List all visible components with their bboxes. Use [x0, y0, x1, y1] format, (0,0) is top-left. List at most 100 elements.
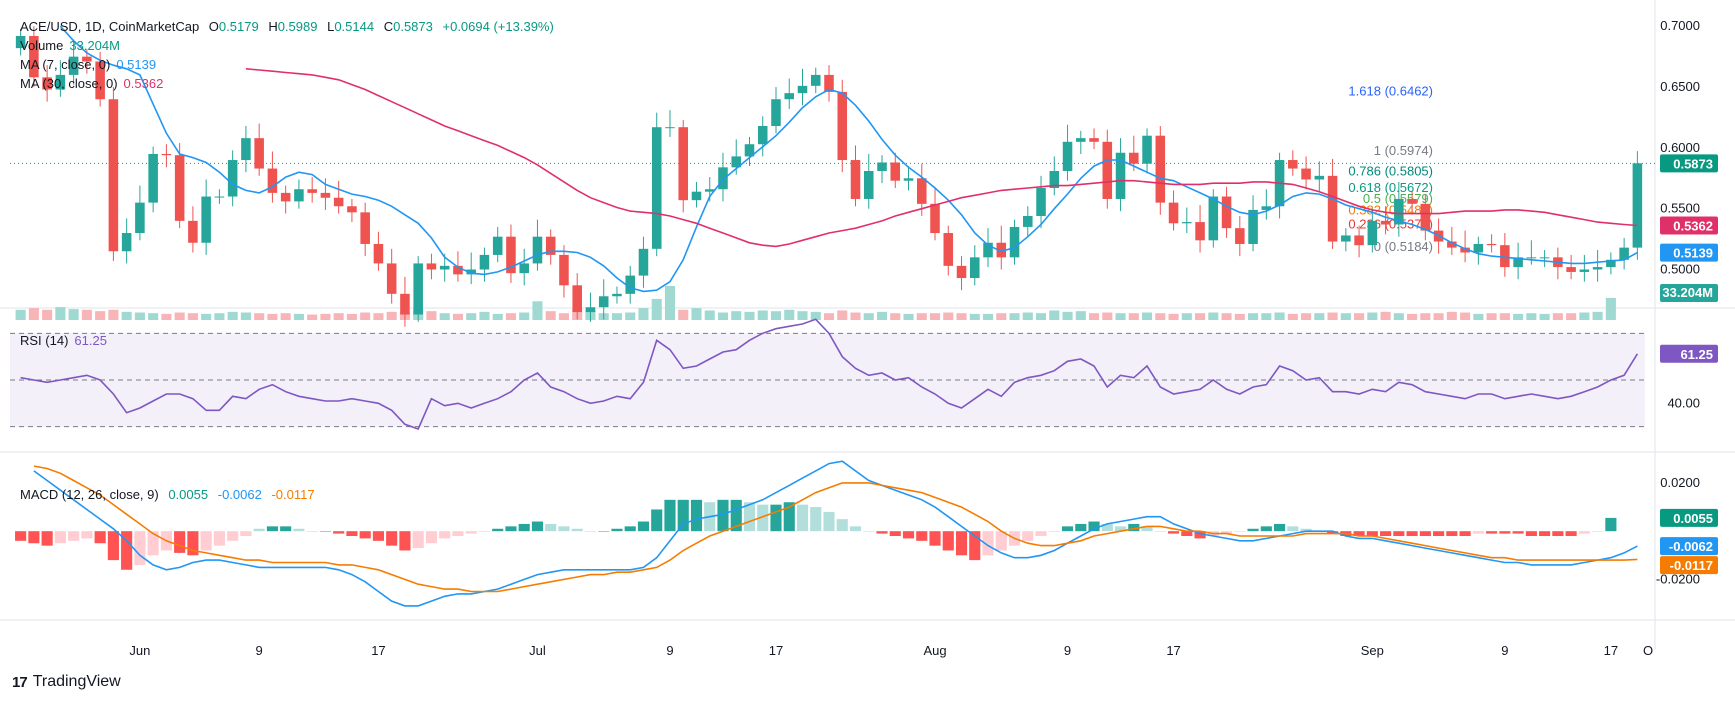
candle-body[interactable]	[1115, 152, 1126, 199]
candle-body[interactable]	[55, 74, 66, 90]
candle-body[interactable]	[68, 56, 79, 75]
candle-body[interactable]	[307, 189, 317, 193]
candle-body[interactable]	[1102, 141, 1113, 199]
candle-body[interactable]	[373, 243, 384, 264]
candle-body[interactable]	[1036, 188, 1046, 216]
candle-body[interactable]	[1142, 135, 1152, 164]
candle-body[interactable]	[1023, 215, 1033, 227]
candle-body[interactable]	[1526, 257, 1537, 259]
candle-body[interactable]	[188, 220, 198, 243]
candle-body[interactable]	[1049, 170, 1060, 189]
candle-body[interactable]	[1407, 198, 1417, 204]
candle-body[interactable]	[784, 93, 795, 100]
candle-body[interactable]	[506, 236, 516, 274]
candle-body[interactable]	[1460, 247, 1470, 253]
candle-body[interactable]	[996, 242, 1007, 258]
candle-body[interactable]	[1182, 222, 1192, 224]
candle-body[interactable]	[174, 155, 185, 221]
candle-body[interactable]	[744, 144, 755, 157]
candle-body[interactable]	[148, 153, 158, 203]
candle-body[interactable]	[439, 265, 450, 270]
candle-body[interactable]	[837, 91, 848, 161]
candle-body[interactable]	[1301, 168, 1311, 180]
candle-body[interactable]	[810, 74, 821, 86]
candle-body[interactable]	[320, 192, 331, 198]
candle-body[interactable]	[559, 254, 569, 286]
candle-body[interactable]	[1195, 222, 1205, 241]
candle-body[interactable]	[267, 168, 278, 193]
candle-body[interactable]	[135, 202, 145, 234]
candle-body[interactable]	[1314, 175, 1325, 180]
candle-body[interactable]	[585, 307, 596, 313]
candle-body[interactable]	[413, 263, 423, 315]
candle-body[interactable]	[625, 275, 635, 294]
candle-body[interactable]	[850, 160, 861, 199]
candle-body[interactable]	[386, 263, 397, 294]
ma7-line[interactable]	[59, 25, 1638, 293]
candle-body[interactable]	[1208, 196, 1219, 241]
candle-body[interactable]	[1076, 138, 1086, 142]
candle-body[interactable]	[943, 233, 954, 266]
candle-body[interactable]	[333, 197, 344, 207]
rsi-line[interactable]	[20, 318, 1639, 431]
candle-body[interactable]	[466, 269, 476, 275]
candle-body[interactable]	[651, 127, 662, 249]
candle-body[interactable]	[572, 285, 582, 313]
macd-line[interactable]	[33, 460, 1638, 607]
macd-pane[interactable]	[15, 460, 1638, 607]
candle-body[interactable]	[1486, 243, 1497, 246]
candle-body[interactable]	[916, 178, 927, 204]
candle-body[interactable]	[877, 162, 887, 171]
candle-body[interactable]	[1367, 220, 1378, 246]
candle-body[interactable]	[665, 127, 675, 129]
candle-body[interactable]	[983, 242, 993, 258]
candle-body[interactable]	[1327, 175, 1338, 242]
candle-body[interactable]	[771, 99, 781, 126]
candle-body[interactable]	[294, 189, 304, 202]
volume-row[interactable]: Volume 33.204M	[20, 36, 554, 55]
candle-body[interactable]	[161, 153, 172, 156]
candle-body[interactable]	[82, 56, 92, 62]
candle-body[interactable]	[519, 263, 529, 274]
candle-body[interactable]	[1089, 138, 1099, 142]
candle-body[interactable]	[42, 77, 52, 90]
candle-body[interactable]	[1420, 203, 1431, 231]
candle-body[interactable]	[678, 127, 688, 201]
candle-body[interactable]	[1513, 257, 1523, 268]
candle-body[interactable]	[970, 257, 980, 279]
candle-body[interactable]	[1592, 267, 1603, 270]
candle-body[interactable]	[227, 160, 238, 197]
price-pane[interactable]: 1.618 (0.6462)1 (0.5974)0.786 (0.5805)0.…	[10, 25, 1655, 327]
candle-body[interactable]	[121, 233, 132, 252]
candle-body[interactable]	[1579, 269, 1590, 272]
candle-body[interactable]	[241, 138, 251, 161]
candle-body[interactable]	[426, 263, 437, 270]
candle-body[interactable]	[797, 85, 808, 94]
candle-body[interactable]	[612, 293, 622, 297]
candle-body[interactable]	[718, 167, 728, 190]
candle-body[interactable]	[400, 293, 410, 315]
candle-body[interactable]	[598, 296, 609, 308]
candle-body[interactable]	[863, 170, 874, 199]
candle-body[interactable]	[890, 162, 901, 181]
candle-body[interactable]	[95, 61, 105, 100]
rsi-legend[interactable]: RSI (14) 61.25	[20, 331, 107, 350]
candle-body[interactable]	[254, 138, 264, 169]
candle-body[interactable]	[1500, 245, 1510, 268]
candle-body[interactable]	[479, 254, 490, 270]
macd-signal-line[interactable]	[33, 465, 1638, 593]
candle-body[interactable]	[691, 191, 702, 201]
candle-body[interactable]	[532, 236, 543, 264]
candle-body[interactable]	[1447, 241, 1457, 248]
candle-body[interactable]	[1380, 220, 1391, 225]
candle-body[interactable]	[1009, 226, 1020, 258]
candle-body[interactable]	[1235, 228, 1245, 244]
candle-body[interactable]	[492, 236, 503, 255]
candle-body[interactable]	[1394, 198, 1404, 225]
candle-body[interactable]	[280, 192, 291, 202]
candle-body[interactable]	[1606, 259, 1616, 268]
candle-body[interactable]	[347, 206, 357, 213]
candle-body[interactable]	[956, 265, 967, 279]
candle-body[interactable]	[1261, 206, 1272, 210]
